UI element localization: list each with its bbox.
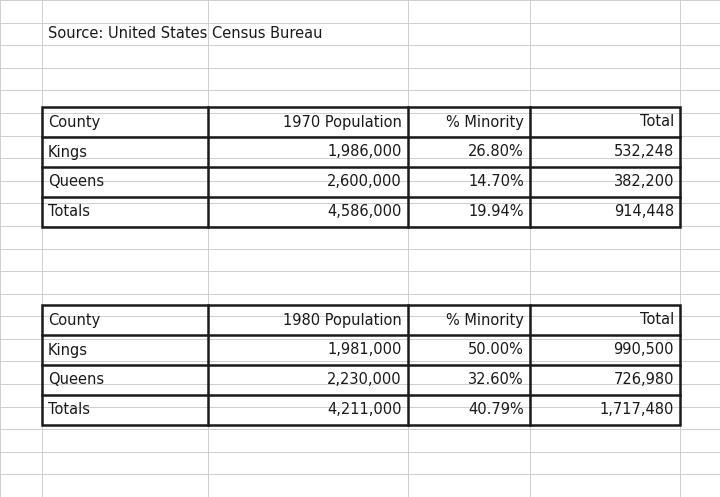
- Text: 32.60%: 32.60%: [469, 372, 524, 388]
- Text: County: County: [48, 313, 100, 328]
- Text: 40.79%: 40.79%: [468, 403, 524, 417]
- Text: Kings: Kings: [48, 342, 88, 357]
- Text: 4,211,000: 4,211,000: [328, 403, 402, 417]
- Text: Kings: Kings: [48, 145, 88, 160]
- Bar: [42, 305, 680, 425]
- Text: 1,986,000: 1,986,000: [328, 145, 402, 160]
- Text: Queens: Queens: [48, 174, 104, 189]
- Text: 914,448: 914,448: [614, 204, 674, 220]
- Text: 1980 Population: 1980 Population: [283, 313, 402, 328]
- Text: 726,980: 726,980: [613, 372, 674, 388]
- Text: % Minority: % Minority: [446, 114, 524, 130]
- Text: County: County: [48, 114, 100, 130]
- Text: 382,200: 382,200: [613, 174, 674, 189]
- Text: 1,981,000: 1,981,000: [328, 342, 402, 357]
- Text: 1,717,480: 1,717,480: [600, 403, 674, 417]
- Text: 14.70%: 14.70%: [468, 174, 524, 189]
- Text: 990,500: 990,500: [613, 342, 674, 357]
- Text: Total: Total: [640, 114, 674, 130]
- Text: 26.80%: 26.80%: [468, 145, 524, 160]
- Text: 1970 Population: 1970 Population: [283, 114, 402, 130]
- Text: Source: United States Census Bureau: Source: United States Census Bureau: [48, 25, 323, 40]
- Text: % Minority: % Minority: [446, 313, 524, 328]
- Text: 4,586,000: 4,586,000: [328, 204, 402, 220]
- Text: Totals: Totals: [48, 204, 90, 220]
- Bar: [42, 107, 680, 227]
- Text: 2,230,000: 2,230,000: [328, 372, 402, 388]
- Text: Total: Total: [640, 313, 674, 328]
- Text: Queens: Queens: [48, 372, 104, 388]
- Text: 532,248: 532,248: [613, 145, 674, 160]
- Text: Totals: Totals: [48, 403, 90, 417]
- Text: 19.94%: 19.94%: [469, 204, 524, 220]
- Text: 50.00%: 50.00%: [468, 342, 524, 357]
- Text: 2,600,000: 2,600,000: [328, 174, 402, 189]
